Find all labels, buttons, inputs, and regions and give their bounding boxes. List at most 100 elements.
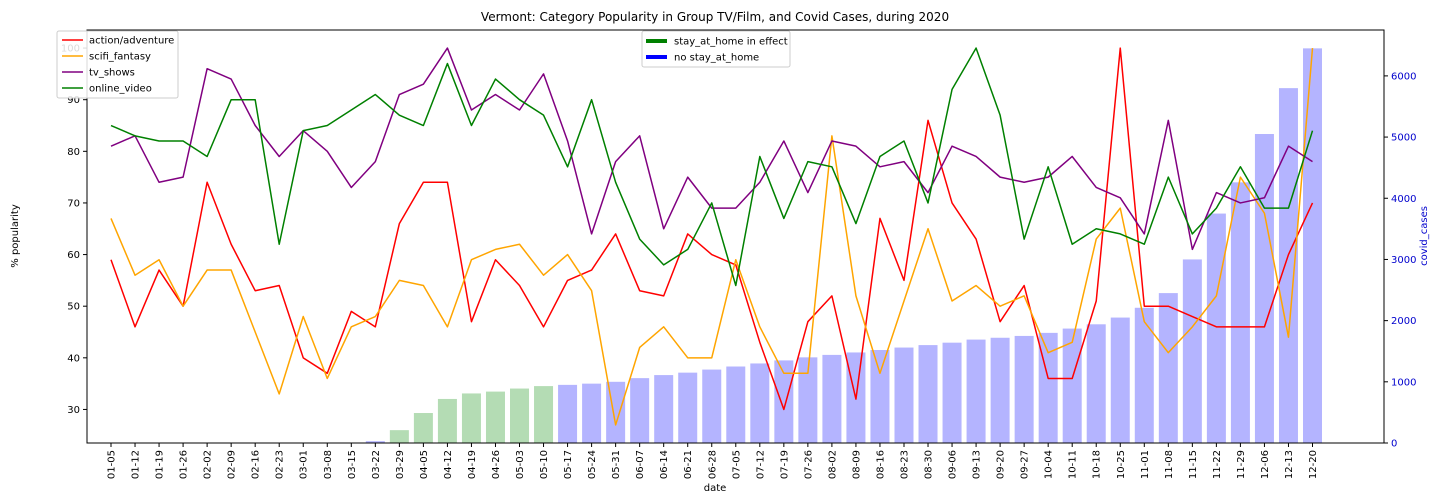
x-tick-label: 10-11 — [1068, 450, 1079, 479]
covid-bar-03-29 — [389, 430, 409, 443]
x-tick-label: 06-14 — [659, 450, 670, 479]
covid-bar-11-15 — [1182, 259, 1202, 443]
x-axis-label: date — [704, 483, 727, 494]
y-tick-label: 30 — [67, 405, 80, 416]
covid-bar-06-28 — [702, 369, 722, 443]
y2-tick-label: 2000 — [1391, 316, 1416, 327]
x-tick-label: 10-18 — [1092, 450, 1103, 479]
y-axis-label: % popularity — [10, 204, 21, 268]
covid-bar-12-06 — [1254, 134, 1274, 443]
legend-label: tv_shows — [89, 68, 135, 79]
covid-bar-07-12 — [750, 363, 770, 443]
covid-bar-06-21 — [678, 372, 698, 443]
y2-tick-label: 3000 — [1391, 255, 1416, 266]
covid-bar-08-16 — [870, 350, 890, 443]
x-tick-label: 08-16 — [875, 450, 886, 479]
x-tick-label: 09-20 — [996, 450, 1007, 479]
covid-bar-04-19 — [461, 393, 481, 443]
y-tick-label: 50 — [67, 302, 80, 313]
covid-bar-03-22 — [365, 441, 385, 443]
x-tick-label: 05-31 — [611, 450, 622, 479]
series-lines — [110, 47, 1314, 426]
x-tick-label: 11-08 — [1164, 450, 1175, 479]
x-tick-label: 08-30 — [924, 450, 935, 479]
x-tick-label: 10-04 — [1044, 450, 1055, 479]
x-tick-label: 03-15 — [347, 450, 358, 479]
y-tick-label: 60 — [67, 250, 80, 261]
x-tick-label: 05-17 — [563, 450, 574, 479]
x-tick-label: 02-16 — [251, 450, 262, 479]
x-tick-label: 02-02 — [203, 450, 214, 479]
covid-bar-06-07 — [630, 378, 650, 443]
covid-bar-08-23 — [894, 347, 914, 443]
covid-bar-10-25 — [1110, 317, 1130, 443]
covid-bar-04-26 — [485, 391, 505, 443]
covid-bar-08-30 — [918, 345, 938, 443]
x-tick-label: 08-23 — [899, 450, 910, 479]
legend-label: online_video — [89, 84, 152, 95]
x-tick-label: 11-01 — [1140, 450, 1151, 479]
covid-bar-12-13 — [1278, 88, 1298, 443]
x-tick-label: 01-05 — [107, 450, 118, 479]
covid-bar-09-20 — [990, 337, 1010, 443]
covid-bar-09-06 — [942, 342, 962, 443]
x-tick-label: 07-05 — [731, 450, 742, 479]
covid-bar-11-08 — [1158, 293, 1178, 443]
x-tick-label: 03-29 — [395, 450, 406, 479]
x-tick-label: 04-19 — [467, 450, 478, 479]
chart-title: Vermont: Category Popularity in Group TV… — [481, 10, 949, 24]
x-tick-label: 08-09 — [851, 450, 862, 479]
y2-tick-label: 4000 — [1391, 194, 1416, 205]
y-tick-label: 70 — [67, 198, 80, 209]
x-tick-label: 01-19 — [155, 450, 166, 479]
covid-bar-10-11 — [1062, 328, 1082, 443]
covid-bar-11-29 — [1230, 182, 1250, 443]
covid-bar-09-13 — [966, 339, 986, 443]
x-tick-label: 11-29 — [1236, 450, 1247, 479]
y2-axis-label: covid_cases — [1419, 206, 1430, 266]
y-axis-right: 0 1000 2000 3000 4000 5000 6000 — [1384, 71, 1416, 450]
x-tick-label: 05-24 — [587, 450, 598, 479]
legend-label: stay_at_home in effect — [674, 37, 788, 48]
covid-bar-05-24 — [582, 383, 602, 443]
x-tick-label: 07-12 — [755, 450, 766, 479]
x-tick-label: 11-15 — [1188, 450, 1199, 479]
x-tick-label: 09-13 — [972, 450, 983, 479]
series-line-action-adventure — [110, 47, 1314, 411]
covid-bar-08-02 — [822, 354, 842, 443]
x-tick-label: 02-09 — [227, 450, 238, 479]
covid-bar-07-19 — [774, 360, 794, 443]
x-tick-label: 08-02 — [827, 450, 838, 479]
x-tick-label: 11-22 — [1212, 450, 1223, 479]
legend-label: scifi_fantasy — [89, 52, 151, 63]
x-tick-label: 03-22 — [371, 450, 382, 479]
x-tick-label: 02-23 — [275, 450, 286, 479]
series-line-scifi-fantasy — [110, 48, 1314, 426]
covid-bar-05-17 — [558, 384, 578, 443]
x-tick-label: 04-12 — [443, 450, 454, 479]
covid-bar-05-10 — [534, 386, 554, 443]
x-tick-label: 09-27 — [1020, 450, 1031, 479]
y2-tick-label: 5000 — [1391, 133, 1416, 144]
x-tick-label: 04-26 — [491, 450, 502, 479]
x-tick-label: 06-28 — [707, 450, 718, 479]
x-tick-label: 01-12 — [131, 450, 142, 479]
covid-bars — [365, 48, 1322, 444]
x-tick-label: 12-20 — [1308, 450, 1319, 479]
covid-bar-09-27 — [1014, 335, 1034, 443]
legend-series: action/adventure scifi_fantasy tv_showsonl… — [56, 30, 179, 99]
y-axis-left: 30405060708090100 — [61, 44, 87, 416]
covid-bar-10-18 — [1086, 324, 1106, 443]
x-tick-label: 03-01 — [299, 450, 310, 479]
x-tick-label: 07-26 — [803, 450, 814, 479]
covid-bar-12-20 — [1303, 48, 1322, 444]
x-tick-label: 07-19 — [779, 450, 790, 479]
y-tick-label: 90 — [67, 95, 80, 106]
legend-label: no stay_at_home — [674, 53, 759, 64]
covid-bar-11-22 — [1206, 213, 1226, 443]
covid-bar-06-14 — [654, 375, 674, 443]
covid-bar-11-01 — [1134, 307, 1154, 443]
legend-label: action/adventure — [89, 36, 174, 47]
x-tick-label: 12-13 — [1284, 450, 1295, 479]
